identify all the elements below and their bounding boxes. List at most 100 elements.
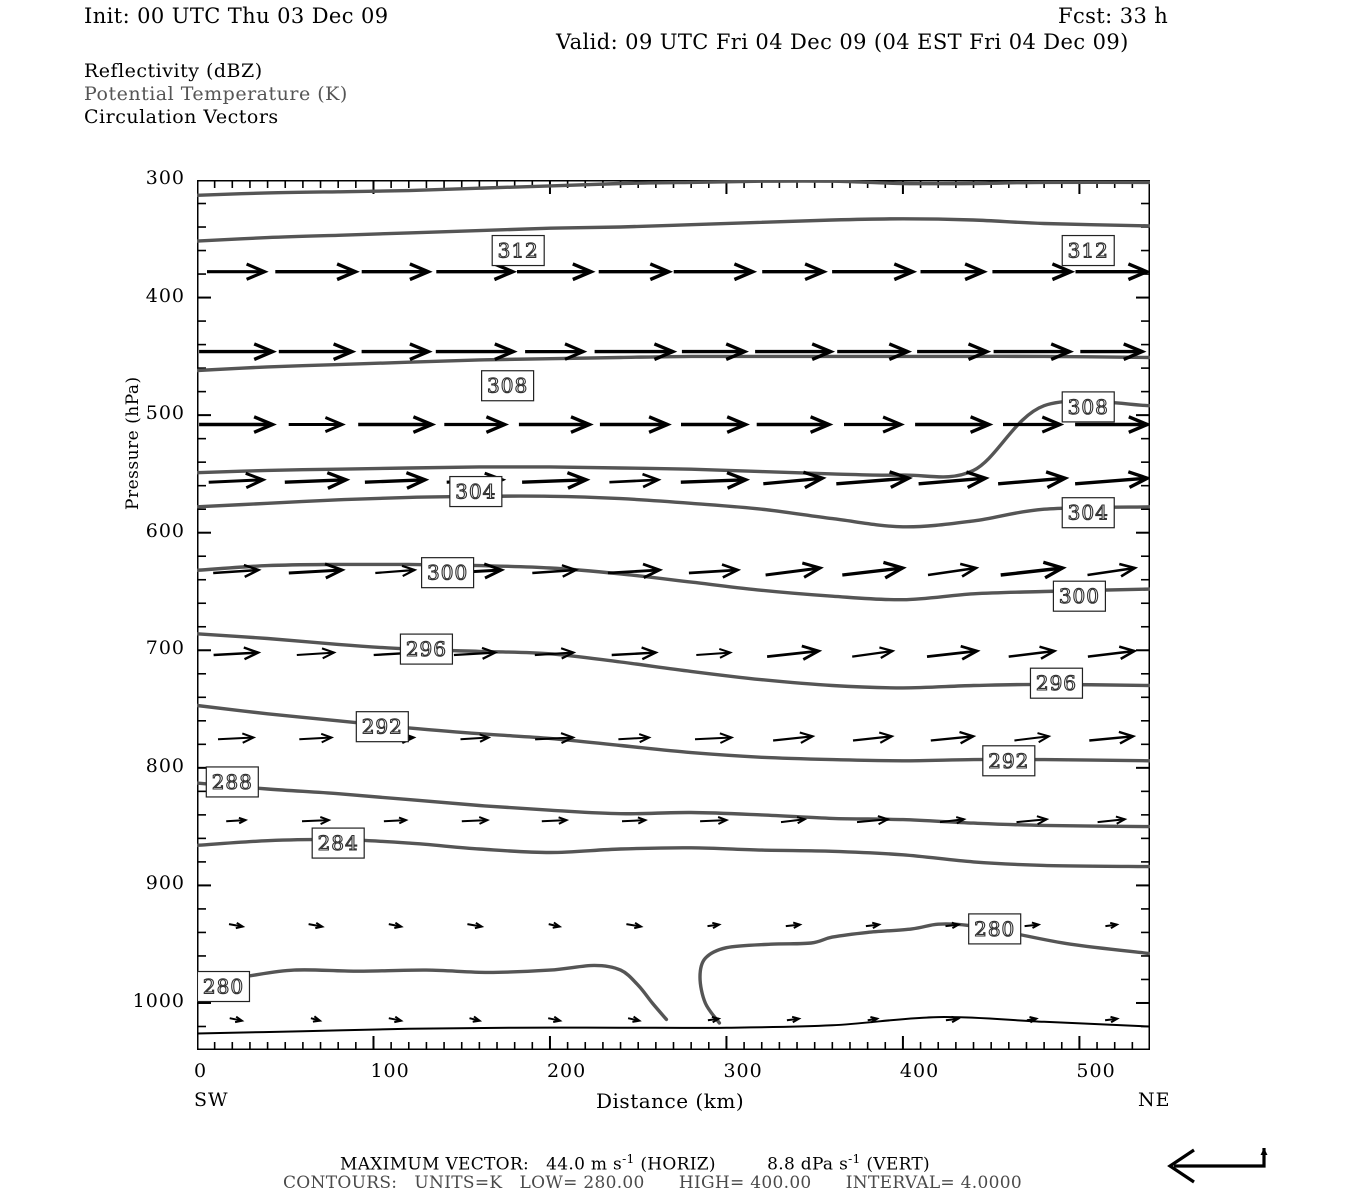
vector-arrow (609, 478, 659, 484)
contour-label-288: 288 (205, 766, 259, 798)
svg-text:304: 304 (455, 480, 496, 504)
vector-arrow (461, 819, 488, 823)
max-vector-horiz-value: 44.0 m s (546, 1154, 623, 1175)
x-tick-500: 500 (1076, 1060, 1116, 1082)
svg-text:292: 292 (988, 749, 1029, 773)
y-tick-300: 300 (145, 167, 185, 189)
contour-label-312: 312 (491, 234, 545, 267)
vector-arrow (453, 651, 496, 657)
vector-arrow (852, 649, 893, 658)
vector-arrow (532, 568, 576, 575)
legend-item-reflectivity: Reflectivity (dBZ) (84, 60, 263, 82)
x-axis-title: Distance (km) (596, 1089, 745, 1113)
svg-text:292: 292 (362, 715, 403, 739)
legend-item-potential-temperature: Potential Temperature (K) (84, 83, 348, 105)
contour-308 (197, 399, 1150, 479)
vector-arrow (534, 651, 574, 657)
vector-arrow (213, 568, 259, 575)
vector-arrow (997, 476, 1066, 486)
vector-arrow (852, 735, 893, 742)
vector-arrow (1087, 649, 1135, 658)
vector-arrow (364, 478, 426, 484)
vector-arrow (1097, 818, 1125, 824)
svg-text:300: 300 (427, 561, 468, 585)
vector-arrow (535, 736, 574, 741)
vector-arrow (1008, 649, 1055, 658)
contours-caption: CONTOURS: UNITS=K LOW= 280.00 HIGH= 400.… (283, 1173, 1022, 1193)
contour-label-296: 296 (1029, 667, 1084, 699)
vector-arrow (842, 566, 903, 577)
y-tick-400: 400 (145, 284, 185, 307)
svg-text:300: 300 (1059, 584, 1100, 608)
vector-arrow (299, 736, 332, 741)
y-tick-700: 700 (145, 637, 185, 660)
vector-arrow (460, 736, 489, 741)
y-axis-title: Pressure (hPa) (123, 376, 143, 510)
vector-arrow (541, 819, 567, 823)
max-vector-vert-exponent: -1 (848, 1152, 861, 1166)
y-tick-600: 600 (145, 519, 185, 542)
vector-arrow (772, 735, 813, 742)
vector-arrow (1087, 566, 1135, 577)
contour-label-280: 280 (197, 970, 251, 1003)
x-tick-400: 400 (899, 1060, 940, 1082)
y-tick-900: 900 (145, 872, 185, 895)
vector-arrow (766, 649, 819, 659)
vector-arrow (618, 736, 650, 741)
max-vector-vert-value: 8.8 dPa s (767, 1154, 849, 1175)
vector-arrow (939, 818, 965, 824)
max-vector-caption: MAXIMUM VECTOR: 44.0 m s-1 (HORIZ) 8.8 d… (340, 1152, 930, 1175)
vector-arrow (765, 566, 821, 577)
vector-arrow (918, 476, 986, 486)
svg-text:308: 308 (487, 374, 528, 398)
reflectivity-surface-line (197, 1016, 1150, 1035)
x-tick-200: 200 (546, 1060, 587, 1082)
svg-text:308: 308 (1068, 395, 1109, 419)
vector-arrow (208, 478, 264, 484)
vector-arrow (763, 476, 823, 486)
contour-label-304: 304 (449, 475, 503, 508)
contours-interval: INTERVAL= 4.0000 (845, 1173, 1022, 1193)
contour-label-280: 280 (968, 913, 1022, 945)
svg-text:312: 312 (498, 239, 539, 263)
legend-item-circulation-vectors: Circulation Vectors (84, 106, 279, 128)
contour-292 (197, 703, 1150, 763)
vector-arrow (927, 566, 977, 577)
x-tick-0: 0 (194, 1060, 208, 1082)
svg-text:304: 304 (1068, 501, 1109, 525)
contour-label-292: 292 (982, 745, 1036, 777)
circulation-vectors (199, 262, 1150, 1024)
vector-arrow (1014, 735, 1049, 742)
contour-label-308: 308 (1061, 391, 1115, 423)
reference-vector-icon (1160, 1140, 1280, 1190)
vector-arrow (1000, 566, 1063, 577)
x-axis-right-end-label: NE (1138, 1089, 1171, 1111)
svg-text:280: 280 (203, 975, 244, 999)
vector-arrow (217, 736, 254, 741)
forecast-hour-label: Fcst: 33 h (1058, 4, 1169, 28)
vector-arrow (296, 651, 335, 657)
contour-316 (197, 217, 1150, 243)
vector-arrow (836, 476, 909, 486)
vector-arrow (1016, 818, 1047, 824)
vector-arrow (301, 819, 329, 823)
contour-304 (197, 494, 1150, 529)
contour-label-300: 300 (421, 557, 475, 589)
x-tick-100: 100 (370, 1060, 410, 1082)
contour-300 (197, 562, 1150, 602)
vector-arrow (611, 651, 656, 657)
vector-arrow (284, 478, 347, 484)
contours-high: HIGH= 400.00 (678, 1173, 812, 1193)
y-tick-800: 800 (145, 754, 185, 777)
x-axis-left-end-label: SW (194, 1089, 229, 1111)
contour-label-308: 308 (481, 370, 535, 402)
vector-arrow (930, 735, 974, 742)
plot-frame: 3163163123123083083043043003002962962922… (197, 180, 1150, 1050)
contours-low: LOW= 280.00 (519, 1173, 645, 1193)
max-vector-horiz-tag: (HORIZ) (640, 1154, 716, 1175)
contour-label-304: 304 (1061, 497, 1115, 529)
contour-label-group: 3163163123123083083043043003002962962922… (197, 234, 1115, 1003)
vector-arrow (688, 568, 738, 575)
contour-label-312: 312 (1061, 234, 1115, 267)
